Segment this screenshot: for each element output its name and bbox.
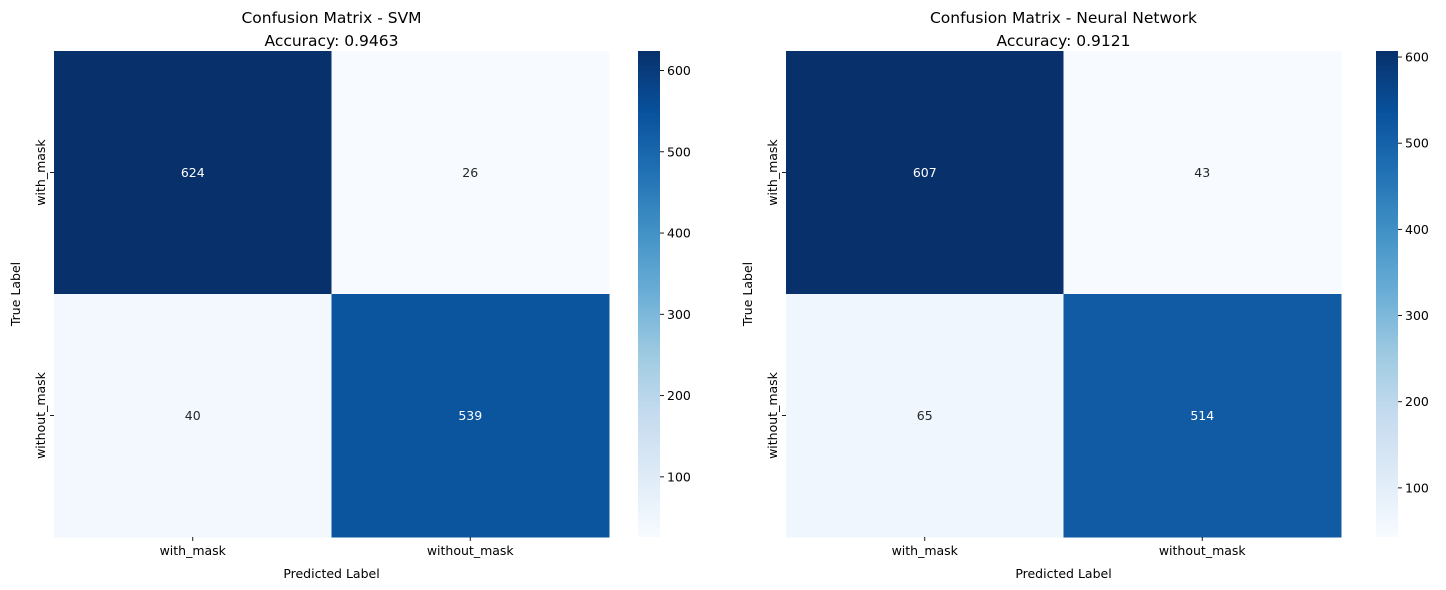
heatmap-cell [54, 51, 332, 295]
y-axis-label: True Label [740, 262, 755, 327]
colorbar-tick-label: 400 [667, 226, 691, 241]
heatmap-cell [54, 294, 332, 538]
colorbar-tick-label: 200 [1405, 394, 1429, 409]
cell-value-label: 40 [185, 408, 201, 423]
colorbar-tick-label: 500 [1405, 136, 1429, 151]
colorbar-tick-label: 600 [667, 63, 691, 78]
cell-value-label: 539 [458, 408, 482, 423]
x-tick-label: without_mask [1159, 543, 1247, 558]
y-tick-label: with_mask [765, 139, 780, 206]
y-axis-ticks: with_mask without_mask [765, 139, 786, 459]
x-axis-label: Predicted Label [283, 566, 379, 581]
colorbar-tick-label: 100 [667, 469, 691, 484]
chart-title: Confusion Matrix - SVM Accuracy: 0.9463 [241, 9, 421, 50]
x-axis-ticks: with_mask without_mask [160, 537, 515, 558]
cell-value-label: 514 [1190, 408, 1214, 423]
colorbar-tick-label: 300 [1405, 308, 1429, 323]
heatmap-cell [331, 51, 610, 295]
chart-title-line: Confusion Matrix - Neural Network [930, 9, 1197, 27]
x-tick-label: without_mask [427, 543, 515, 558]
colorbar: 100 200 300 400 500 600 [1376, 50, 1429, 537]
y-tick-label: without_mask [33, 371, 48, 459]
heatmap-cells: 624 26 40 539 [54, 51, 610, 538]
heatmap-cell [1063, 51, 1342, 295]
x-tick-label: with_mask [160, 543, 227, 558]
y-tick-label: with_mask [33, 139, 48, 206]
colorbar-tick-label: 200 [667, 388, 691, 403]
x-axis-ticks: with_mask without_mask [892, 537, 1247, 558]
colorbar-tick-label: 300 [667, 307, 691, 322]
colorbar-gradient [1376, 51, 1398, 537]
colorbar: 100 200 300 400 500 600 [638, 51, 691, 537]
confusion-matrix-panel-2: Confusion Matrix - Neural Network Accurac… [740, 9, 1429, 581]
chart-title-line: Confusion Matrix - SVM [241, 9, 421, 27]
colorbar-tick-label: 600 [1405, 50, 1429, 65]
colorbar-gradient [638, 51, 660, 537]
chart-subtitle: Accuracy: 0.9463 [264, 32, 398, 50]
colorbar-tick-label: 400 [1405, 222, 1429, 237]
x-tick-label: with_mask [892, 543, 959, 558]
y-axis-ticks: with_mask without_mask [33, 139, 54, 459]
colorbar-tick-label: 100 [1405, 480, 1429, 495]
x-axis-label: Predicted Label [1015, 566, 1111, 581]
cell-value-label: 65 [917, 408, 933, 423]
heatmap-cell [786, 294, 1064, 538]
cell-value-label: 607 [913, 165, 937, 180]
heatmap-cells: 607 43 65 514 [786, 51, 1342, 538]
heatmap-cell [786, 51, 1064, 295]
cell-value-label: 26 [462, 165, 478, 180]
cell-value-label: 43 [1194, 165, 1210, 180]
cell-value-label: 624 [181, 165, 205, 180]
chart-subtitle: Accuracy: 0.9121 [996, 32, 1130, 50]
y-axis-label: True Label [8, 262, 23, 327]
heatmap-cell [331, 294, 610, 538]
chart-title: Confusion Matrix - Neural Network Accurac… [930, 9, 1197, 50]
heatmap-cell [1063, 294, 1342, 538]
y-tick-label: without_mask [765, 371, 780, 459]
colorbar-tick-label: 500 [667, 144, 691, 159]
